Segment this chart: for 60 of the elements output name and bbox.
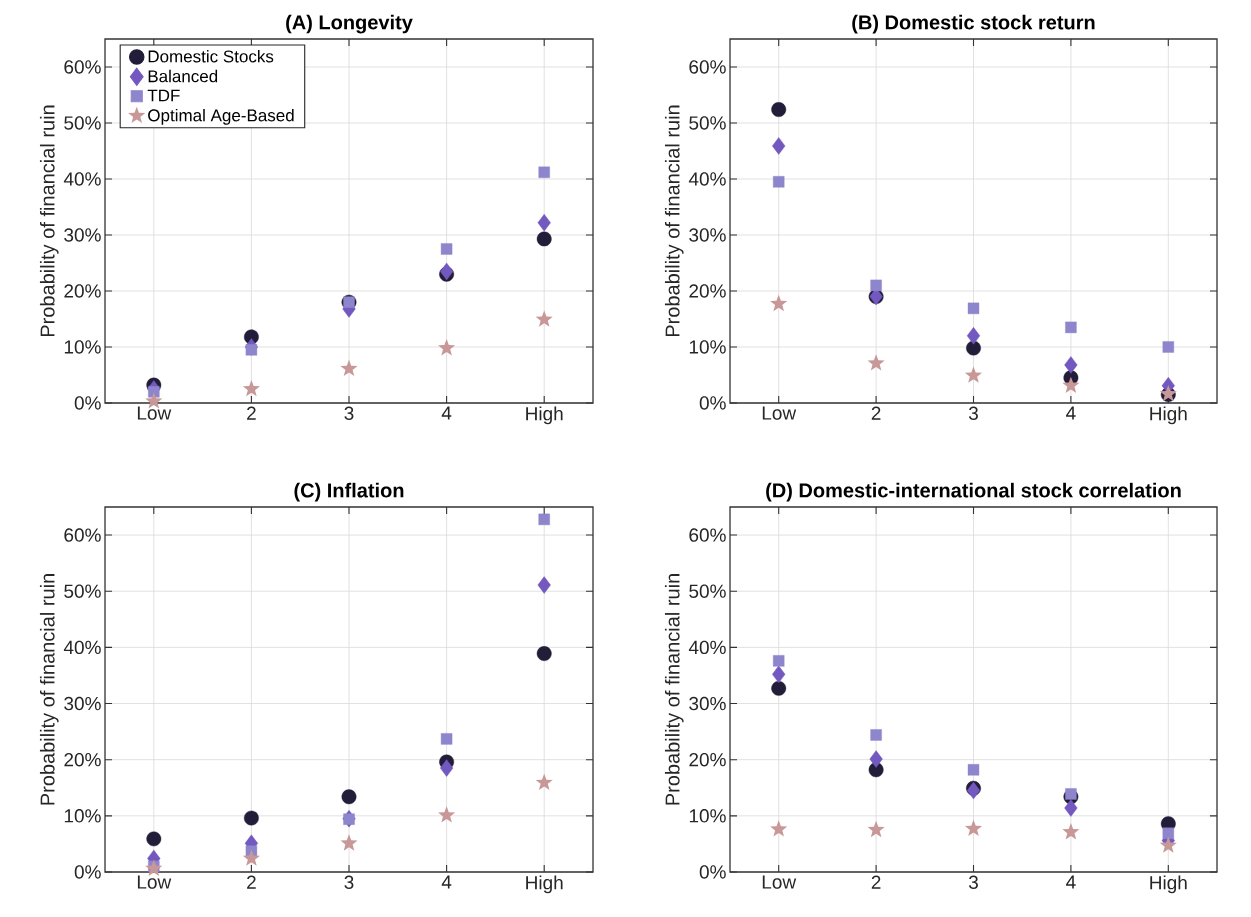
y-tick-label: 30% [689,228,726,242]
y-axis-title: Probability of financial ruin [664,574,684,805]
y-tick-label: 10% [64,340,101,354]
x-tick-label: High [526,875,563,894]
y-tick-label: 50% [64,116,101,130]
x-tick-label: 2 [871,875,881,889]
y-tick-label: 60% [64,60,101,74]
y-tick-label: 10% [64,809,101,823]
x-tick-label: High [526,406,563,425]
x-tick-label: 4 [441,406,452,420]
legend-label: Optimal Age-Based [148,108,294,125]
legend-label: Balanced [148,69,218,83]
y-tick-label: 40% [688,640,726,655]
y-tick-label: 0% [74,865,101,879]
x-tick-label: 2 [871,406,881,420]
x-tick-label: 4 [1066,875,1076,889]
y-tick-label: 10% [689,340,726,354]
x-tick-label: Low [762,875,797,889]
y-tick-label: 40% [63,640,101,655]
x-tick-label: 2 [247,875,256,889]
y-tick-label: 60% [64,528,101,542]
y-tick-label: 20% [689,752,726,767]
y-tick-label: 10% [689,809,726,823]
y-tick-label: 40% [688,172,726,186]
x-tick-label: 4 [441,875,452,889]
y-tick-label: 30% [689,696,726,711]
y-tick-label: 0% [699,865,726,879]
y-tick-label: 40% [63,172,101,186]
x-tick-label: 3 [344,875,354,889]
chart-title: (B) Domestic stock return [852,14,1095,34]
x-tick-label: 3 [968,406,978,420]
x-tick-label: 2 [247,406,256,420]
legend-label: TDF [147,89,180,102]
y-tick-label: 20% [689,284,726,298]
y-tick-label: 20% [64,752,101,767]
y-tick-label: 30% [64,228,101,242]
y-axis-title: Probability of financial ruin [39,105,59,337]
y-tick-label: 30% [64,696,101,711]
y-axis-title: Probability of financial ruin [664,105,684,337]
legend-label: Domestic Stocks [148,50,274,63]
x-tick-label: 3 [344,406,354,420]
x-tick-label: 3 [968,875,978,889]
x-tick-label: 4 [1066,406,1076,420]
y-tick-label: 60% [689,60,726,74]
chart-title: (A) Longevity [286,14,413,34]
y-tick-label: 20% [64,284,101,298]
y-tick-label: 50% [64,584,101,598]
y-tick-label: 0% [699,396,726,410]
y-axis-title: Probability of financial ruin [39,574,59,805]
x-tick-label: High [1150,406,1187,425]
y-tick-label: 60% [689,528,726,542]
chart-title: (D) Domestic-international stock correlation [766,482,1181,502]
x-tick-label: Low [137,406,172,420]
y-tick-label: 50% [689,116,726,130]
x-tick-label: Low [137,875,172,889]
y-tick-label: 50% [689,584,726,598]
y-tick-label: 0% [74,396,101,410]
x-tick-label: Low [762,406,797,420]
chart-title: (C) Inflation [294,482,404,502]
x-tick-label: High [1150,875,1187,894]
